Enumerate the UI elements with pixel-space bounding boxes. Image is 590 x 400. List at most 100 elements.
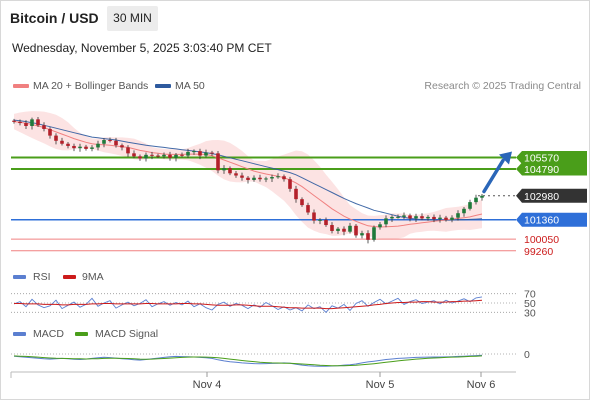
candle-body <box>324 219 328 226</box>
candle-body <box>120 145 124 148</box>
candle-body <box>456 213 460 218</box>
rsi-ma-legend-swatch <box>63 275 76 279</box>
forecast-arrowhead <box>499 151 512 165</box>
candle-body <box>234 173 238 176</box>
forecast-arrow <box>482 158 505 194</box>
candle-body <box>396 216 400 218</box>
candle-body <box>186 151 190 156</box>
level-label-105570: 105570 <box>524 152 559 164</box>
candles-layer <box>12 116 484 244</box>
level-label-99260: 99260 <box>524 246 553 258</box>
candle-body <box>108 140 112 142</box>
candle-body <box>240 175 244 178</box>
ma50-legend-swatch <box>155 84 171 88</box>
level-label-100050: 100050 <box>524 234 559 246</box>
candle-body <box>180 154 184 156</box>
candle-body <box>168 154 172 158</box>
candle-body <box>462 208 466 214</box>
candle-body <box>132 153 136 157</box>
candle-body <box>114 140 118 146</box>
level-label-102980: 102980 <box>524 191 559 203</box>
ma20-line <box>13 121 483 228</box>
candle-body <box>102 140 106 144</box>
candle-body <box>66 143 70 146</box>
chart-title: Bitcoin / USD <box>10 10 99 26</box>
candle-body <box>420 216 424 219</box>
candle-body <box>384 218 388 225</box>
candle-body <box>252 177 256 180</box>
candle-body <box>414 216 418 219</box>
candle-body <box>72 145 76 149</box>
level-label-101360: 101360 <box>524 215 559 227</box>
rsi-tick-label: 70 <box>524 289 536 301</box>
candle-body <box>90 147 94 149</box>
candle-body <box>438 217 442 220</box>
candle-body <box>432 216 436 220</box>
candle-body <box>96 143 100 148</box>
macd-legend-swatch <box>13 332 26 336</box>
candle-body <box>150 154 154 156</box>
candle-body <box>426 216 430 219</box>
candle-body <box>60 140 64 144</box>
x-tick-label: Nov 4 <box>193 379 222 391</box>
candle-body <box>294 188 298 200</box>
candle-body <box>78 146 82 149</box>
candle-body <box>318 219 322 221</box>
ma20-legend-swatch <box>13 84 29 88</box>
candle-body <box>36 119 40 126</box>
candle-body <box>198 151 202 156</box>
x-tick-label: Nov 6 <box>467 379 496 391</box>
macd-signal-legend-label: MACD Signal <box>95 328 159 340</box>
candle-body <box>276 176 280 178</box>
candle-body <box>264 178 268 180</box>
candle-body <box>174 154 178 158</box>
candle-body <box>288 179 292 189</box>
candle-body <box>312 212 316 221</box>
candle-body <box>138 156 142 159</box>
candle-body <box>450 217 454 220</box>
macd-signal-legend-swatch <box>75 332 88 336</box>
candle-body <box>336 228 340 231</box>
rsi-legend-swatch <box>13 275 26 279</box>
candle-body <box>390 216 394 219</box>
candle-body <box>474 197 478 203</box>
candle-body <box>360 233 364 236</box>
candle-body <box>372 227 376 240</box>
candle-body <box>366 233 370 240</box>
candle-body <box>258 177 262 180</box>
level-tag-104790 <box>516 162 587 176</box>
macd-panel: 0 <box>11 349 530 367</box>
candle-body <box>402 215 406 217</box>
candle-body <box>144 154 148 159</box>
level-label-104790: 104790 <box>524 164 559 176</box>
ma50-legend-label: MA 50 <box>175 80 205 92</box>
candle-body <box>222 168 226 171</box>
copyright-notice: Research © 2025 Trading Central <box>424 80 581 92</box>
candle-body <box>42 125 46 129</box>
candle-body <box>30 119 34 126</box>
level-tag-102980 <box>516 188 587 203</box>
candle-body <box>342 228 346 232</box>
candle-body <box>408 215 412 219</box>
x-axis: Nov 4 Nov 5 Nov 6 <box>10 371 516 391</box>
candle-body <box>378 224 382 228</box>
rsi-tick-label: 50 <box>524 298 536 310</box>
candle-body <box>300 199 304 206</box>
candle-body <box>480 195 484 198</box>
candle-body <box>468 202 472 209</box>
datetime-label: Wednesday, November 5, 2025 3:03:40 PM C… <box>12 41 272 55</box>
candle-body <box>12 120 16 122</box>
ma20-legend-label: MA 20 + Bollinger Bands <box>33 80 149 92</box>
interval-badge[interactable]: 30 MIN <box>107 6 158 31</box>
candle-body <box>48 128 52 136</box>
candle-body <box>126 147 130 154</box>
level-tag-101360 <box>516 212 587 227</box>
candle-body <box>216 153 220 171</box>
candle-body <box>156 155 160 157</box>
candle-body <box>24 123 28 126</box>
candle-body <box>54 135 58 141</box>
candle-body <box>18 121 22 124</box>
